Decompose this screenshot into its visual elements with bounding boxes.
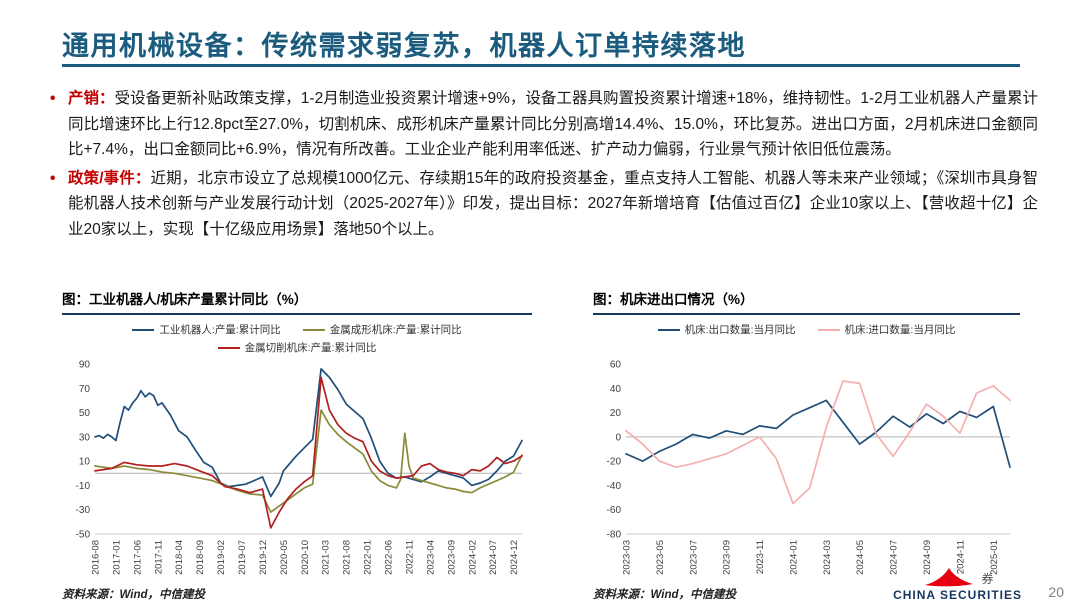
page-title: 通用机械设备：传统需求弱复苏，机器人订单持续落地: [62, 31, 746, 61]
x-tick-label: 2023-11: [755, 540, 766, 574]
x-tick-label: 2024-02: [467, 540, 478, 575]
y-tick-label: -10: [76, 481, 91, 492]
y-tick-label: -40: [607, 481, 622, 492]
x-tick-label: 2024-01: [788, 540, 799, 575]
legend-line-swatch: [817, 328, 840, 331]
legend-line-swatch: [657, 328, 680, 331]
bullet-marker: •: [50, 169, 56, 187]
series-line: [625, 399, 1011, 469]
legend-item: 机床:出口数量:当月同比: [657, 322, 796, 337]
bullet-marker: •: [50, 90, 56, 107]
y-tick-label: 10: [79, 457, 91, 468]
x-tick-label: 2024-07: [488, 540, 499, 575]
series-line: [94, 368, 523, 498]
x-tick-label: 2022-01: [363, 540, 374, 575]
x-tick-label: 2024-11: [955, 540, 966, 574]
logo-row: 券: [922, 567, 994, 587]
legend-item: 机床:进口数量:当月同比: [817, 322, 956, 337]
legend-label: 机床:出口数量:当月同比: [684, 324, 796, 336]
x-tick-label: 2023-03: [622, 540, 633, 575]
legend-label: 工业机器人:产量:累计同比: [159, 324, 281, 336]
legend-label: 金属成形机床:产量:累计同比: [329, 324, 462, 336]
title-underline: [62, 64, 1020, 67]
legend-line-swatch: [302, 328, 325, 331]
y-tick-label: 20: [610, 408, 622, 419]
x-tick-label: 2024-07: [889, 540, 900, 575]
bullet-text: 受设备更新补贴政策支撑，1-2月制造业投资累计增速+9%，设备工器具购置投资累计…: [68, 90, 1038, 158]
bullet-list: • 产销：受设备更新补贴政策支撑，1-2月制造业投资累计增速+9%，设备工器具购置…: [46, 86, 1038, 245]
x-tick-label: 2024-05: [855, 540, 866, 575]
chart-legend: 工业机器人:产量:累计同比 金属成形机床:产量:累计同比金属切削机床:产量:累计同…: [62, 322, 532, 356]
legend-line-swatch: [132, 328, 155, 331]
logo-cn-text: 券: [981, 572, 994, 586]
figure-robot-machine-tool-output: 图：工业机器人/机床产量累计同比（%） 工业机器人:产量:累计同比 金属成形机床:…: [62, 288, 532, 602]
x-tick-label: 2025-01: [989, 540, 1000, 575]
x-tick-label: 2017-11: [153, 540, 164, 574]
y-tick-label: -60: [607, 505, 622, 516]
y-tick-label: 50: [79, 408, 91, 419]
x-tick-label: 2019-12: [258, 540, 269, 575]
x-tick-label: 2016-08: [91, 540, 102, 575]
y-tick-label: 0: [615, 432, 621, 443]
figure-machine-tool-import-export: 图：机床进出口情况（%） 机床:出口数量:当月同比 机床:进口数量:当月同比 60…: [593, 288, 1020, 602]
x-tick-label: 2023-07: [688, 540, 699, 575]
chart-title: 图：机床进出口情况（%）: [593, 288, 1020, 315]
x-tick-label: 2022-06: [384, 540, 395, 575]
x-tick-label: 2023-05: [655, 540, 666, 575]
y-tick-label: -30: [76, 505, 91, 516]
company-logo: 券 CHINA SECURITIES: [893, 567, 1022, 602]
logo-en-text: CHINA SECURITIES: [893, 588, 1022, 602]
x-tick-label: 2017-06: [132, 540, 143, 575]
source-note: 资料来源：Wind，中信建投: [593, 589, 736, 601]
bullet-item-production-sales: • 产销：受设备更新补贴政策支撑，1-2月制造业投资累计增速+9%，设备工器具购置…: [46, 86, 1038, 163]
x-tick-label: 2018-04: [174, 540, 185, 575]
legend-line-swatch: [217, 346, 240, 349]
bullet-label: 产销：: [68, 90, 115, 107]
legend-item: 金属切削机床:产量:累计同比: [217, 340, 377, 355]
y-tick-label: 90: [79, 360, 91, 371]
y-tick-label: -50: [76, 530, 91, 541]
legend-label: 机床:进口数量:当月同比: [844, 324, 956, 336]
x-tick-label: 2023-04: [425, 540, 436, 575]
legend-item: 金属成形机床:产量:累计同比: [302, 322, 462, 337]
x-tick-label: 2024-12: [509, 540, 520, 575]
bullet-text: 近期，北京市设立了总规模1000亿元、存续期15年的政府投资基金，重点支持人工智…: [68, 169, 1038, 238]
x-tick-label: 2017-01: [111, 540, 122, 575]
x-tick-label: 2024-09: [922, 540, 933, 575]
series-line: [94, 409, 523, 513]
x-tick-label: 2022-11: [404, 540, 415, 574]
y-tick-label: 70: [79, 384, 91, 395]
csc-sail-icon: [924, 568, 973, 587]
page-number: 20: [1048, 584, 1064, 600]
chart-title: 图：工业机器人/机床产量累计同比（%）: [62, 288, 532, 315]
series-line: [625, 380, 1011, 505]
y-tick-label: 40: [610, 384, 622, 395]
x-tick-label: 2018-09: [195, 540, 206, 575]
x-tick-label: 2021-08: [342, 540, 353, 575]
y-tick-label: -20: [607, 457, 622, 468]
x-tick-label: 2021-03: [321, 540, 332, 575]
source-note: 资料来源：Wind，中信建投: [62, 589, 205, 601]
y-tick-label: 60: [610, 360, 622, 371]
y-tick-label: -80: [607, 530, 622, 541]
x-tick-label: 2020-10: [300, 540, 311, 575]
x-tick-label: 2019-02: [216, 540, 227, 575]
bullet-label: 政策/事件：: [68, 169, 151, 187]
series-line: [94, 376, 523, 529]
legend-item: 工业机器人:产量:累计同比: [132, 322, 281, 337]
x-tick-label: 2019-07: [237, 540, 248, 575]
x-tick-label: 2023-09: [446, 540, 457, 575]
x-tick-label: 2024-03: [822, 540, 833, 575]
y-tick-label: 30: [79, 432, 91, 443]
x-tick-label: 2023-09: [722, 540, 733, 575]
chart-legend: 机床:出口数量:当月同比 机床:进口数量:当月同比: [593, 322, 1020, 356]
legend-label: 金属切削机床:产量:累计同比: [244, 342, 377, 354]
x-tick-label: 2020-05: [279, 540, 290, 575]
bullet-item-policy-events: • 政策/事件：近期，北京市设立了总规模1000亿元、存续期15年的政府投资基金，…: [46, 166, 1038, 243]
